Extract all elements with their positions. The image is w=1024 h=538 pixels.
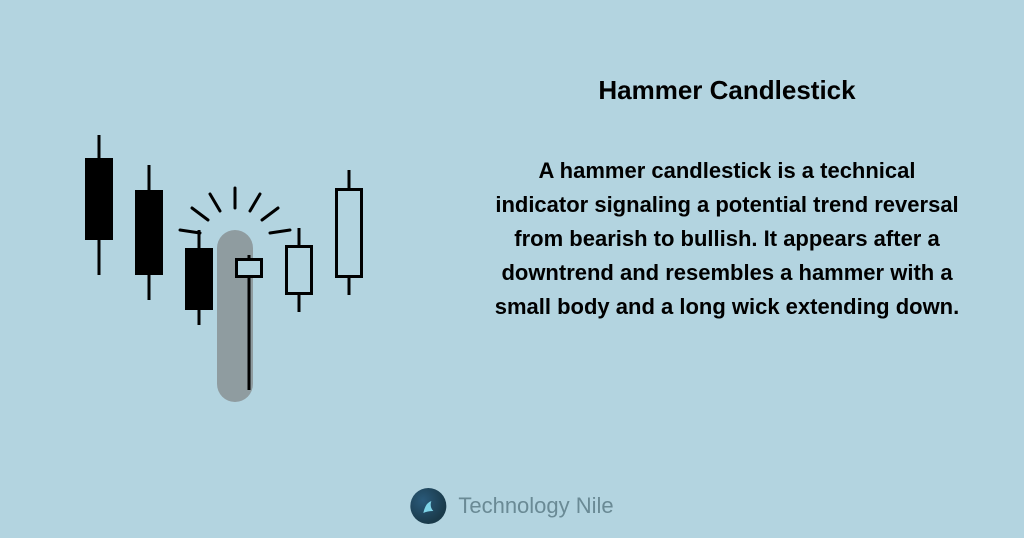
candle-1 bbox=[135, 80, 163, 500]
candle-body bbox=[85, 158, 113, 240]
brand-footer: Technology Nile bbox=[410, 488, 613, 524]
text-panel: Hammer Candlestick A hammer candlestick … bbox=[470, 0, 1024, 324]
candle-body bbox=[285, 245, 313, 295]
candle-body bbox=[335, 188, 363, 278]
candle-2 bbox=[185, 80, 213, 500]
brand-logo-icon bbox=[410, 488, 446, 524]
infographic-container: Hammer Candlestick A hammer candlestick … bbox=[0, 0, 1024, 538]
brand-name: Technology Nile bbox=[458, 493, 613, 519]
candle-0 bbox=[85, 80, 113, 500]
candle-body bbox=[135, 190, 163, 275]
infographic-title: Hammer Candlestick bbox=[490, 75, 964, 106]
candle-body bbox=[185, 248, 213, 310]
candle-4 bbox=[285, 80, 313, 500]
candle-body bbox=[235, 258, 263, 278]
hammer-candle bbox=[235, 80, 263, 500]
candle-5 bbox=[335, 80, 363, 500]
infographic-description: A hammer candlestick is a technical indi… bbox=[490, 154, 964, 324]
candlestick-chart bbox=[50, 80, 470, 500]
